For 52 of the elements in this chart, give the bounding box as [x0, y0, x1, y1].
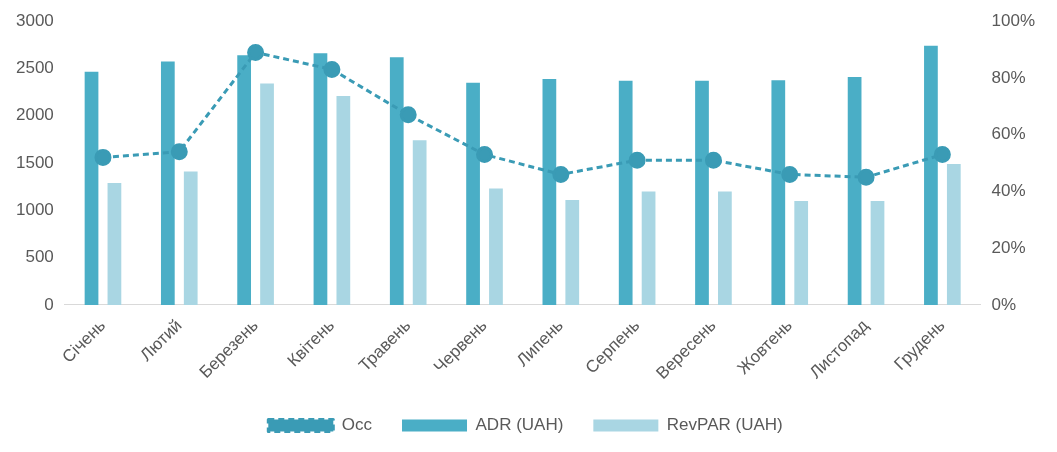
legend-label: Occ: [341, 415, 373, 435]
y2-tick-label: 40%: [991, 181, 1026, 201]
bar: [107, 182, 122, 305]
y-tick-label: 1000: [15, 200, 54, 220]
bar: [695, 80, 709, 305]
bar: [237, 55, 252, 305]
point: [933, 146, 951, 164]
bar: [489, 188, 503, 305]
y-tick-label: 500: [25, 247, 54, 267]
y2-tick-label: 20%: [991, 237, 1026, 257]
y-tick-label: 2000: [15, 105, 54, 125]
bar: [84, 71, 99, 305]
point: [704, 151, 722, 169]
bar: [389, 57, 404, 305]
bar: [618, 80, 633, 305]
point: [247, 43, 265, 61]
bar: [260, 83, 274, 305]
bar: [870, 200, 885, 305]
bar: [412, 140, 427, 305]
point: [399, 106, 417, 124]
y-tick-label: 3000: [15, 10, 54, 30]
bar: [718, 191, 732, 305]
legend-label: RevPAR (UAH): [666, 415, 783, 435]
y-tick-label: 1500: [15, 152, 54, 172]
point: [781, 165, 799, 183]
bar: [160, 61, 175, 305]
bar: [313, 53, 328, 305]
point: [323, 60, 341, 78]
y-tick-label: 0: [44, 294, 54, 314]
bar: [466, 82, 480, 305]
point: [170, 143, 188, 161]
bar: [924, 45, 938, 305]
bar: [847, 77, 862, 305]
bar: [183, 171, 198, 305]
bar: [336, 95, 351, 305]
point: [94, 148, 112, 166]
legend-label: ADR (UAH): [475, 415, 564, 435]
bar: [565, 199, 580, 305]
y2-tick-label: 100%: [991, 10, 1035, 30]
y-tick-label: 2500: [15, 58, 54, 78]
point: [552, 165, 570, 183]
point: [476, 146, 494, 164]
point: [857, 168, 875, 186]
point: [628, 151, 646, 169]
bar: [946, 164, 961, 305]
y2-tick-label: 80%: [991, 67, 1026, 87]
bar: [794, 200, 809, 305]
y2-tick-label: 0%: [991, 294, 1017, 314]
bar: [542, 78, 557, 305]
bar: [771, 80, 786, 305]
bar: [641, 191, 656, 305]
y2-tick-label: 60%: [991, 124, 1026, 144]
